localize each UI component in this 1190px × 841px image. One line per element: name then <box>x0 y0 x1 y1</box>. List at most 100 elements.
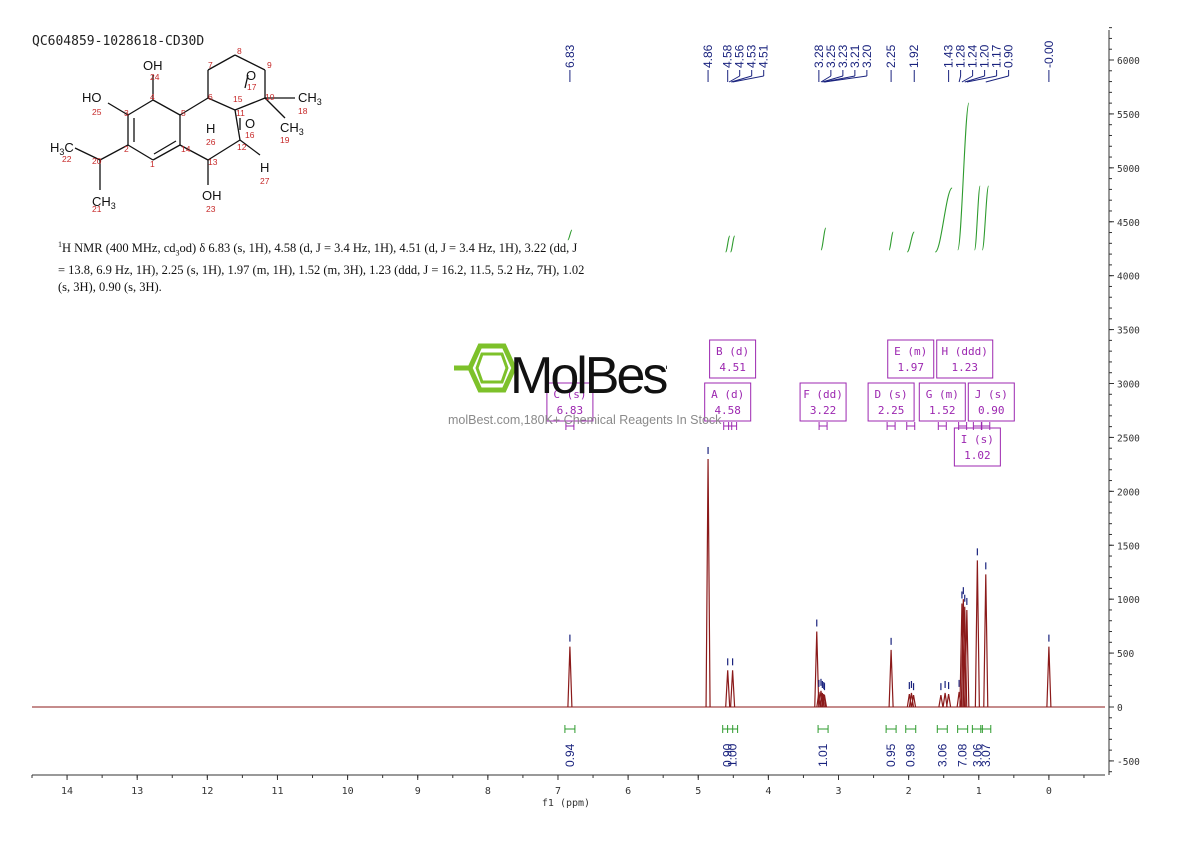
spectrum-peak <box>910 695 917 708</box>
svg-text:O: O <box>246 68 256 83</box>
multiplet-group: C (s) 6.83 B (d) 4.51 A (d) 4.58 F (dd) 3.22 D (… <box>546 339 1015 467</box>
svg-text:19: 19 <box>280 135 290 145</box>
x-tick-label: 4 <box>765 786 771 797</box>
spectrum-peak <box>946 693 952 708</box>
svg-text:H: H <box>260 160 269 175</box>
multiplet-box <box>867 382 915 422</box>
multiplet-box <box>887 339 935 379</box>
svg-text:22: 22 <box>62 154 72 164</box>
svg-text:24: 24 <box>150 72 160 82</box>
y-tick-label: 6000 <box>1117 56 1140 67</box>
peak-label: -0.00 <box>1042 40 1056 68</box>
nmr-subscript: 3 <box>175 248 180 258</box>
x-tick-label: 14 <box>61 786 73 797</box>
peak-label: 4.86 <box>701 44 715 68</box>
svg-text:6: 6 <box>208 92 213 102</box>
logo-text: MolBest <box>510 347 667 401</box>
svg-text:15: 15 <box>233 94 243 104</box>
svg-text:5: 5 <box>181 108 186 118</box>
integral-curve <box>820 227 827 251</box>
multiplet-value: 3.22 <box>810 404 837 417</box>
integral-value: 0.94 <box>563 743 577 767</box>
peak-label: 6.83 <box>563 44 577 68</box>
multiplet-value: 2.25 <box>878 404 905 417</box>
spectrum-peak <box>942 692 948 708</box>
spectrum-peak <box>821 693 827 708</box>
y-tick-label: 4500 <box>1117 218 1140 229</box>
integral-curve <box>906 231 915 253</box>
multiplet-value: 6.83 <box>557 404 584 417</box>
svg-text:18: 18 <box>298 106 308 116</box>
x-tick-label: 10 <box>342 786 354 797</box>
peak-label: 1.28 <box>954 44 968 68</box>
svg-text:11: 11 <box>236 108 245 118</box>
integral-value: 3.07 <box>979 743 993 767</box>
y-tick-label: 500 <box>1117 649 1134 660</box>
svg-text:OH: OH <box>202 188 222 203</box>
svg-text:10: 10 <box>265 92 275 102</box>
svg-text:23: 23 <box>206 204 216 214</box>
svg-text:CH3: CH3 <box>92 194 116 211</box>
spectrum-peak <box>974 560 980 708</box>
x-axis-label: f1 (ppm) <box>542 798 590 809</box>
multiplet-label: E (m) <box>894 345 927 358</box>
svg-text:CH3: CH3 <box>280 120 304 137</box>
nmr-line2: = 13.8, 6.9 Hz, 1H), 2.25 (s, 1H), 1.97 … <box>58 262 585 277</box>
svg-text:14: 14 <box>181 144 191 154</box>
spectrum-peak <box>960 599 966 708</box>
integral-curve <box>957 102 970 251</box>
svg-text:21: 21 <box>92 204 102 214</box>
spectrum-peak <box>821 695 828 708</box>
multiplet-label: B (d) <box>716 345 749 358</box>
multiplet-value: 4.51 <box>719 361 746 374</box>
peak-label: 2.25 <box>884 44 898 68</box>
x-tick-label: 11 <box>271 786 283 797</box>
svg-text:CH3: CH3 <box>298 90 322 107</box>
peak-label-connector <box>820 75 832 83</box>
y-tick-label: 1500 <box>1117 541 1140 552</box>
integral-bar-group: 0.94 0.901.00 1.01 0.95 0.98 3.06 7.08 3.063.07 <box>563 725 993 767</box>
integral-value: 3.06 <box>935 743 949 767</box>
y-tick-label: 2000 <box>1117 487 1140 498</box>
peak-label-connector <box>822 75 844 83</box>
watermark-tagline: molBest.com,180K+ Chemical Reagents In S… <box>448 413 722 427</box>
spectrum-peak <box>814 631 820 708</box>
spectrum-peak <box>888 649 894 708</box>
svg-text:O: O <box>245 116 255 131</box>
svg-text:25: 25 <box>92 107 102 117</box>
svg-text:2: 2 <box>124 144 129 154</box>
x-tick-label: 13 <box>131 786 143 797</box>
peak-label-connector <box>964 75 985 83</box>
y-tick-label: 3000 <box>1117 380 1140 391</box>
molbest-logo: MolBest <box>452 341 683 406</box>
spectrum-peak <box>705 458 711 708</box>
svg-text:4: 4 <box>150 92 155 102</box>
multiplet-label: C (s) <box>553 388 586 401</box>
integral-value: 3.06 <box>970 743 984 767</box>
integral-curve <box>567 229 573 241</box>
peak-label: 4.53 <box>745 44 759 68</box>
spectrum-group <box>32 446 1105 708</box>
spectrum-peak <box>983 574 989 708</box>
svg-text:26: 26 <box>206 137 216 147</box>
svg-text:9: 9 <box>267 60 272 70</box>
svg-text:16: 16 <box>245 130 255 140</box>
multiplet-label: A (d) <box>711 388 744 401</box>
multiplet-box <box>546 382 594 422</box>
svg-text:8: 8 <box>237 46 242 56</box>
spectrum-peak <box>906 693 912 708</box>
y-tick-label: 0 <box>1117 703 1123 714</box>
x-tick-label: 12 <box>201 786 213 797</box>
peak-label-connector <box>958 75 962 83</box>
integral-value: 0.95 <box>884 743 898 767</box>
x-tick-label: 2 <box>906 786 912 797</box>
y-tick-label: -500 <box>1117 757 1140 768</box>
svg-text:7: 7 <box>208 60 213 70</box>
multiplet-value: 1.02 <box>964 449 991 462</box>
svg-text:12: 12 <box>237 142 247 152</box>
peak-label: 4.56 <box>733 44 747 68</box>
multiplet-value: 1.52 <box>929 404 956 417</box>
integral-value: 1.01 <box>816 743 830 767</box>
spectrum-peak <box>725 670 731 708</box>
peak-label-connector <box>961 75 973 83</box>
